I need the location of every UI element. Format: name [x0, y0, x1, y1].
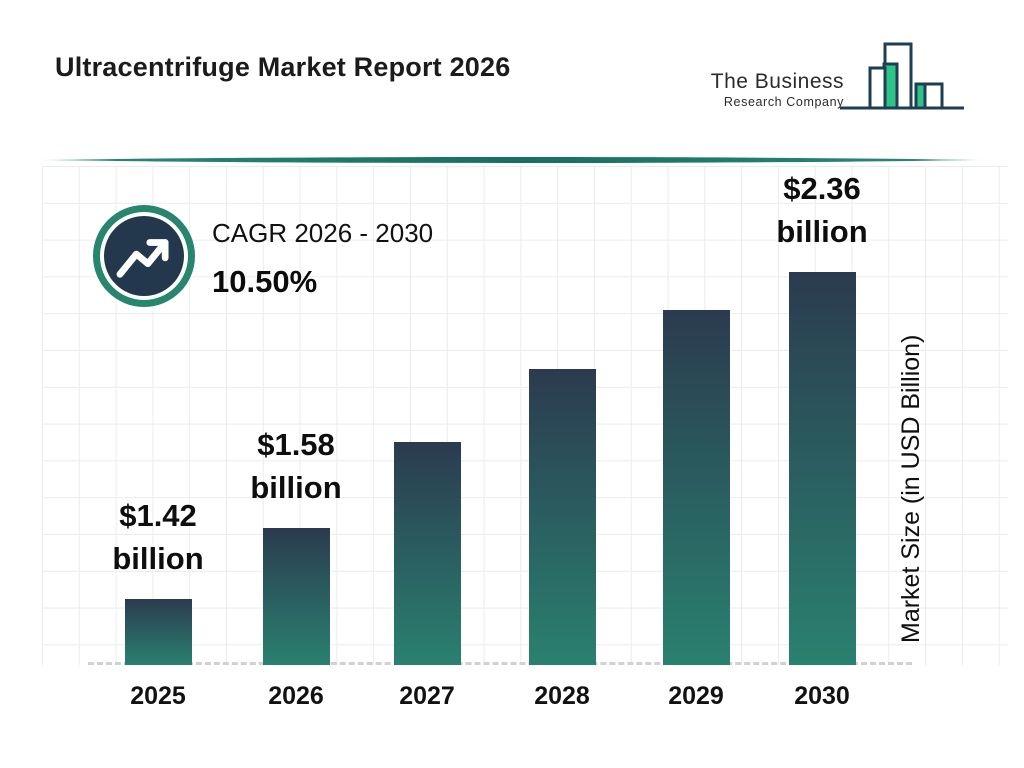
x-tick-2030: 2030 [794, 682, 850, 710]
value-amount: $1.58 [257, 427, 335, 462]
x-tick-2027: 2027 [399, 682, 455, 710]
logo-text: The Business Research Company [711, 70, 844, 109]
value-unit: billion [776, 214, 868, 249]
logo-line2: Research Company [723, 95, 844, 109]
bar-2026 [262, 528, 330, 665]
bar-2029 [662, 310, 730, 665]
x-tick-2029: 2029 [668, 682, 724, 710]
bar-2028 [528, 369, 596, 665]
x-axis-baseline [88, 662, 912, 665]
value-amount: $2.36 [783, 171, 861, 206]
page-title: Ultracentrifuge Market Report 2026 [55, 52, 511, 82]
company-logo: The Business Research Company [711, 40, 966, 117]
value-label-2025: $1.42 billion [112, 494, 203, 580]
x-tick-2026: 2026 [268, 682, 324, 710]
logo-bars-icon [838, 40, 966, 117]
value-unit: billion [250, 470, 342, 505]
y-axis-label: Market Size (in USD Billion) [897, 334, 925, 643]
x-tick-2028: 2028 [534, 682, 590, 710]
value-label-2030: $2.36 billion [776, 167, 867, 253]
bar-2030 [788, 272, 856, 665]
icon-core [104, 216, 184, 296]
cagr-period-label: CAGR 2026 - 2030 [212, 218, 434, 248]
cagr-value: 10.50% [212, 264, 318, 299]
trending-up-icon [93, 205, 195, 307]
x-tick-2025: 2025 [130, 682, 186, 710]
divider-line [40, 152, 985, 163]
bar-2027 [393, 442, 461, 665]
value-amount: $1.42 [119, 498, 197, 533]
logo-line1: The Business [710, 70, 844, 93]
value-unit: billion [112, 541, 204, 576]
value-label-2026: $1.58 billion [250, 423, 341, 509]
bar-2025 [124, 599, 192, 665]
